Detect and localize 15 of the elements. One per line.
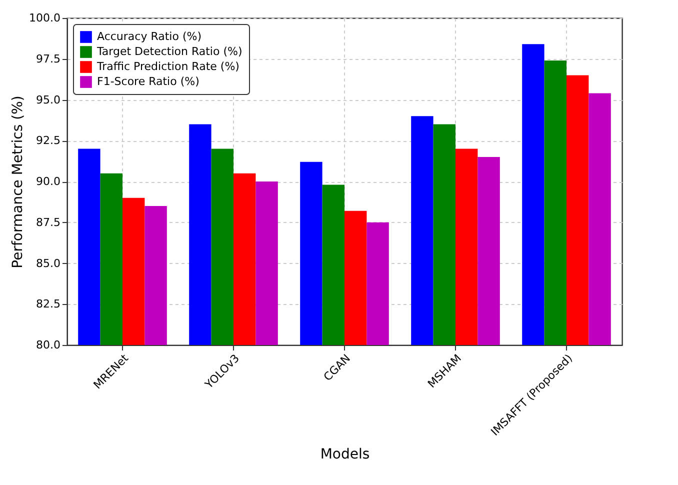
x-axis-title: Models — [320, 446, 370, 463]
legend-label: F1-Score Ratio (%) — [97, 75, 200, 88]
legend-label: Target Detection Ratio (%) — [96, 45, 242, 58]
legend-label: Accuracy Ratio (%) — [97, 30, 202, 43]
y-tick-label: 100.0 — [29, 12, 60, 24]
y-tick-label: 85.0 — [36, 256, 60, 270]
y-tick-label: 92.5 — [36, 134, 60, 148]
y-axis-title: Performance Metrics (%) — [10, 96, 26, 268]
y-tick-label: 80.0 — [36, 338, 60, 352]
y-tick-label: 82.5 — [36, 298, 60, 311]
legend-label: Traffic Prediction Rate (%) — [96, 60, 240, 73]
y-tick-label: 90.0 — [36, 175, 60, 188]
y-tick-label: 95.0 — [36, 93, 60, 106]
y-tick-label: 97.5 — [36, 52, 60, 66]
y-tick-label: 87.5 — [36, 216, 60, 229]
